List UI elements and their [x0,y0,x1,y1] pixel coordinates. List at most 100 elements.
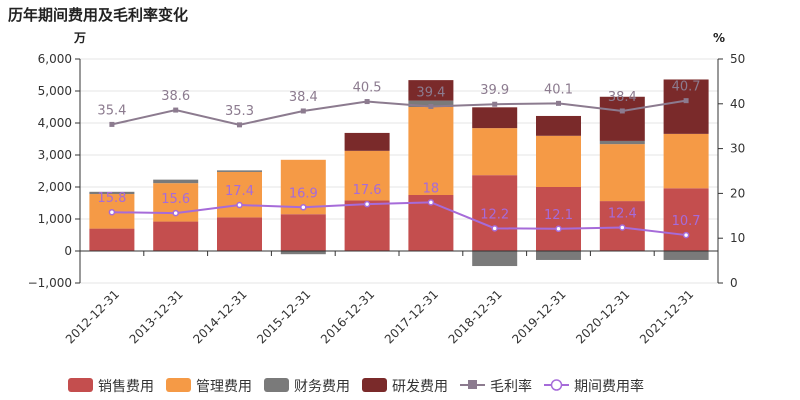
x-tick-label: 2012-12-31 [63,287,122,346]
bar-segment [280,251,326,255]
x-tick-label: 2016-12-31 [318,287,377,346]
right-axis-unit: % [713,31,725,45]
legend-label: 毛利率 [490,378,532,395]
x-tick-label: 2018-12-31 [446,287,505,346]
legend-marker [550,379,563,391]
bar-segment [536,115,581,136]
legend-item[interactable]: 管理费用 [166,378,252,395]
lines: 35.4 38.6 35.3 38.4 40.5 39.4 39.9 40.1 38.4 40.7… [97,80,701,239]
line-point [173,107,179,113]
data-label: 40.1 [544,82,573,97]
bar-segment [472,107,518,129]
left-tick-label: 0 [64,244,72,258]
legend-swatch [264,378,289,392]
data-label: 39.9 [480,83,509,98]
data-label: 38.6 [161,89,190,104]
bar-segment [663,188,709,251]
data-label: 40.7 [672,80,701,95]
legend-swatch [166,378,191,392]
line-point [491,225,498,232]
bar-segment [153,179,199,184]
data-label: 17.4 [225,184,254,199]
bar-segment [89,191,135,195]
legend-item[interactable]: 财务费用 [264,378,350,395]
data-label: 38.4 [289,90,318,105]
bar-segment [153,221,199,251]
x-tick-label: 2021-12-31 [637,287,696,346]
bar-segment [408,107,454,195]
legend-item[interactable]: 毛利率 [460,378,532,395]
data-label: 39.4 [416,85,445,100]
series-line [111,201,687,237]
line-point [363,200,371,208]
right-tick-label: 40 [730,97,745,111]
legend-item[interactable]: 研发费用 [362,378,448,395]
data-label: 38.4 [608,90,637,105]
data-label: 10.7 [672,214,701,229]
left-tick-label: 2,000 [38,180,72,194]
legend-label: 销售费用 [98,379,154,395]
legend-swatch [362,378,387,392]
bar-segment [536,187,581,251]
data-label: 12.4 [608,206,637,221]
line-point [619,224,626,231]
legend-label: 期间费用率 [574,378,644,395]
data-label: 35.4 [97,103,126,118]
right-tick-label: 20 [730,186,745,200]
bar-segment [536,251,581,260]
right-tick-label: 10 [730,231,745,245]
bar-segment [536,135,581,187]
bar-segment [408,100,454,107]
data-label: 12.1 [544,208,573,223]
legend-label: 研发费用 [392,379,448,395]
legend-label: 财务费用 [294,379,350,395]
bar-segment [217,170,262,172]
x-tick-label: 2020-12-31 [573,287,632,346]
line-point [492,101,498,107]
x-tick-label: 2014-12-31 [190,287,249,346]
bar-segment [599,140,645,145]
line-point [237,122,242,128]
legend-item[interactable]: 期间费用率 [544,378,644,395]
bar-segment [344,132,390,151]
x-tick-label: 2015-12-31 [254,287,313,346]
bar-segment [280,214,326,251]
legend[interactable]: 销售费用 管理费用 财务费用 研发费用 毛利率 期间费用率 [68,378,644,395]
data-label: 15.8 [97,191,126,206]
left-tick-label: −1,000 [28,276,72,290]
bar-segment [663,133,709,189]
series-line [111,99,687,126]
data-label: 18 [423,181,440,196]
right-tick-label: 0 [730,276,738,290]
bar-segment [472,251,518,267]
right-tick-label: 50 [730,52,745,66]
bar-segment [217,217,262,251]
left-tick-label: 3,000 [38,148,72,162]
x-tick-label: 2019-12-31 [509,287,568,346]
bar-segment [663,251,709,260]
left-tick-label: 5,000 [38,84,72,98]
line-point [364,99,370,105]
bars [89,79,709,267]
line-point [236,201,243,209]
legend-item[interactable]: 销售费用 [68,378,154,395]
data-label: 35.3 [225,104,254,119]
left-axis-unit: 万 [73,31,86,45]
bar-segment [217,171,262,218]
line-point [427,199,435,206]
data-label: 17.6 [353,183,382,198]
data-label: 12.2 [480,207,509,222]
line-point [108,208,116,216]
chart-title: 历年期间费用及毛利率变化 [8,6,188,24]
line-point [172,209,179,217]
bar-segment [344,200,390,251]
data-label: 40.5 [353,81,382,96]
line-point [683,98,689,104]
line-point [682,231,690,239]
data-label: 16.9 [289,186,318,201]
line-point [619,108,625,114]
legend-swatch [68,378,93,392]
bar-segment [663,79,709,134]
line-point [555,225,562,233]
